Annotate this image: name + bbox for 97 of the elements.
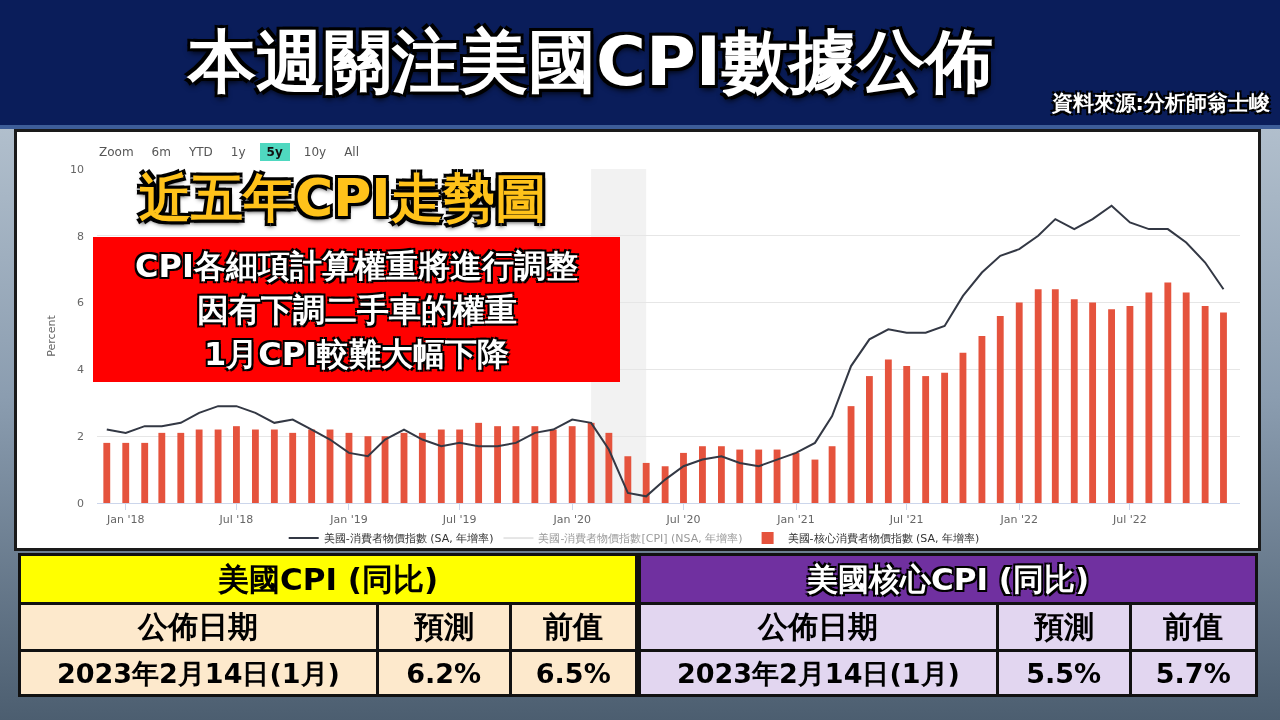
note-box: CPI各細項計算權重將進行調整 因有下調二手車的權重 1月CPI較難大幅下降 (93, 237, 620, 382)
text: 5.7% (1130, 650, 1257, 696)
bar (1051, 289, 1059, 503)
bar (195, 429, 203, 503)
text: YTD (187, 144, 214, 161)
bar (736, 449, 744, 503)
bar (884, 359, 892, 503)
text: 前值 (510, 603, 637, 651)
bar (699, 446, 706, 503)
y-tick-label: 8 (77, 229, 84, 243)
text: Zoom (98, 144, 135, 161)
bar (680, 452, 687, 503)
bar (122, 442, 130, 503)
bar (512, 426, 520, 503)
bar (661, 466, 669, 503)
bar (289, 432, 297, 503)
text: 預測 (377, 603, 510, 651)
text: 2023年2月14日(1月) (19, 650, 378, 696)
bar (903, 366, 911, 503)
bar (531, 426, 539, 503)
bar (922, 376, 930, 503)
x-tick-label: Jul '19 (441, 513, 477, 527)
x-tick-label: Jan '18 (106, 513, 145, 527)
text: 5.5% (997, 650, 1130, 696)
bar (828, 446, 836, 503)
x-tick-label: Jul '21 (888, 513, 924, 527)
x-tick-label: Jul '20 (665, 513, 701, 527)
bar (1034, 289, 1042, 503)
text: 公佈日期 (19, 603, 378, 651)
bar (755, 449, 763, 503)
bar (1015, 302, 1023, 503)
bar (141, 442, 149, 503)
text: 美國核心CPI (同比) (639, 554, 1257, 604)
bar (865, 376, 873, 503)
legend-label: 美國-核心消費者物價指數 (SA, 年增率) (787, 532, 980, 546)
bar (642, 462, 650, 503)
bar (214, 429, 222, 503)
text: 2023年2月14日(1月) (639, 650, 998, 696)
bar (158, 432, 166, 503)
text: 6m (150, 144, 172, 161)
y-tick-label: 2 (77, 430, 84, 444)
range-button: 5y (259, 143, 290, 161)
bar (1201, 305, 1209, 503)
y-axis-title: Percent (44, 314, 58, 357)
bar (494, 426, 501, 503)
y-tick-label: 0 (77, 496, 84, 510)
bar (1070, 299, 1078, 503)
y-tick-label: 4 (77, 363, 84, 377)
annotation: CPI各細項計算權重將進行調整 (135, 245, 578, 287)
x-tick-label: Jan '20 (552, 513, 591, 527)
bar (624, 456, 632, 503)
bar (270, 429, 278, 503)
annotation: 因有下調二手車的權重 (196, 289, 517, 331)
y-tick-label: 10 (70, 162, 84, 176)
text: 10y (302, 144, 328, 161)
bar (418, 432, 426, 503)
text: 前值 (1130, 603, 1257, 651)
x-tick-label: Jul '22 (1112, 513, 1147, 527)
bar (1145, 292, 1153, 503)
x-tick-label: Jan '21 (776, 513, 815, 527)
legend-label: 美國-消費者物價指數[CPI] (NSA, 年增率) (538, 532, 743, 546)
bar (308, 429, 316, 503)
text: 6.5% (510, 650, 637, 696)
chart-title: 本週關注美國CPI數據公佈 (188, 21, 994, 103)
bar (251, 429, 259, 503)
bar (1089, 302, 1097, 503)
source-note: 資料來源:分析師翁士峻 (1051, 90, 1270, 116)
bar (456, 429, 464, 503)
bar (1164, 282, 1172, 503)
bar (475, 422, 483, 503)
legend-label: 美國-消費者物價指數 (SA, 年增率) (323, 532, 494, 546)
bar (1182, 292, 1190, 503)
bar (568, 426, 576, 503)
annotation: 1月CPI較難大幅下降 (203, 333, 510, 375)
chart-subtitle: 近五年CPI走勢圖 (139, 167, 547, 230)
bar (605, 432, 613, 503)
text: 美國CPI (同比) (19, 554, 637, 604)
bar (717, 446, 725, 503)
bar (437, 429, 445, 503)
text: All (343, 144, 360, 161)
text: 6.2% (377, 650, 510, 696)
bar (941, 372, 949, 503)
y-tick-label: 6 (77, 296, 84, 310)
text: 公佈日期 (639, 603, 998, 651)
x-tick-label: Jul '18 (218, 513, 254, 527)
text: 1y (229, 144, 247, 161)
bar (996, 315, 1004, 503)
bar (177, 432, 185, 503)
bar (103, 442, 111, 503)
bar (1108, 309, 1115, 503)
bar (549, 429, 557, 503)
text: 預測 (997, 603, 1130, 651)
bar (233, 426, 240, 503)
x-tick-label: Jan '22 (999, 513, 1038, 527)
x-tick-label: Jan '19 (329, 513, 368, 527)
bar (1220, 312, 1227, 503)
bar (587, 422, 595, 503)
